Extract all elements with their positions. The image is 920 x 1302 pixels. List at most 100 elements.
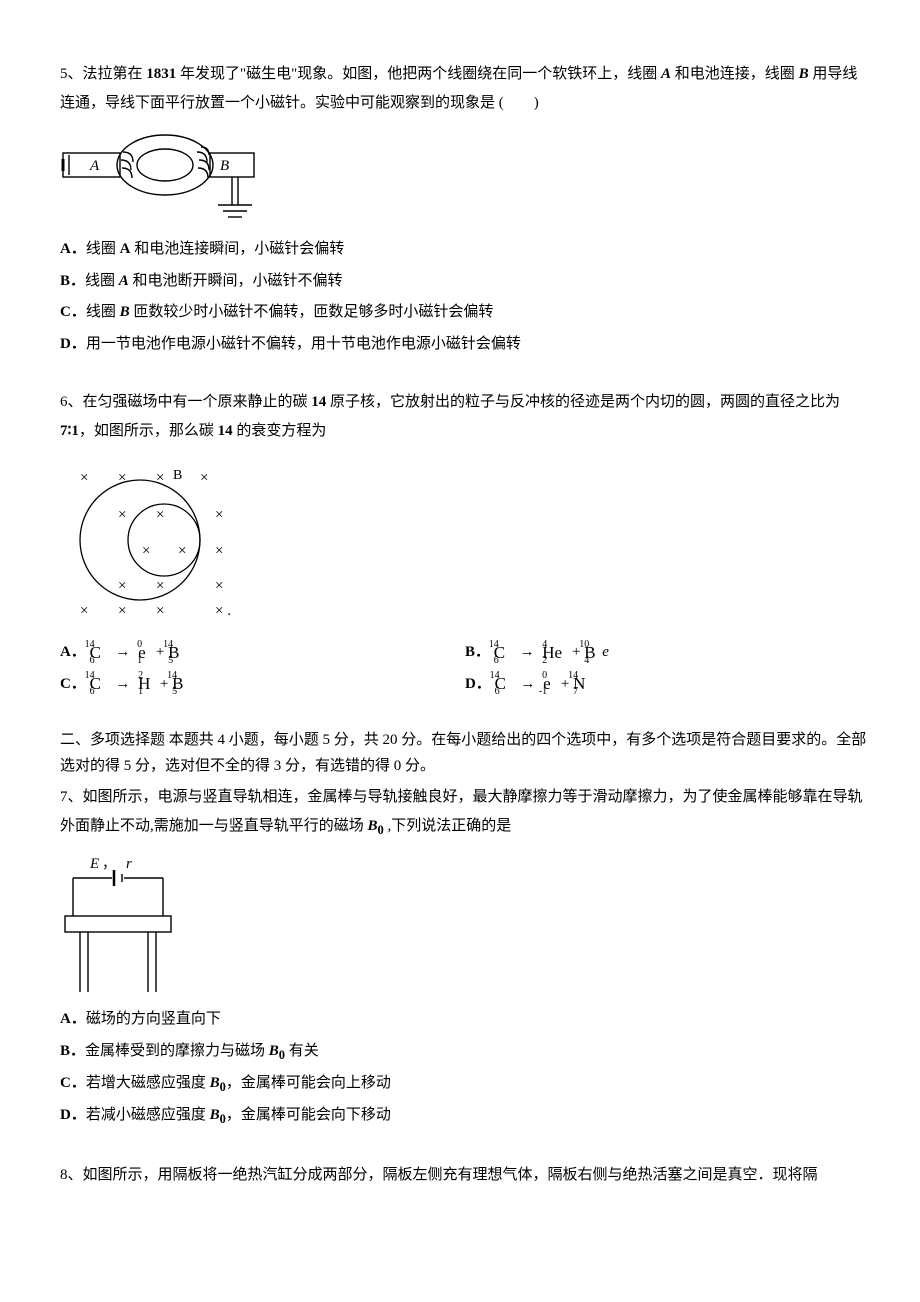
q5-number: 5、 xyxy=(60,66,83,82)
q5-option-A: A．线圈 A 和电池连接瞬间，小磁针会偏转 xyxy=(60,234,870,266)
q7D-t2: ，金属棒可能会向下移动 xyxy=(226,1107,391,1123)
q6-c14a: 14 xyxy=(311,394,326,410)
q5-D-prefix: D． xyxy=(60,336,86,352)
q6-option-C: C． 14 6 C → 2 1 H + 14 5 B xyxy=(60,669,465,701)
svg-text:×: × xyxy=(178,543,186,559)
svg-text:×: × xyxy=(80,470,88,486)
q6B-lhs: 14 6 C xyxy=(494,640,512,666)
svg-text:×: × xyxy=(118,603,126,619)
q6-stem-c: ，如图所示，那么碳 xyxy=(79,423,218,439)
svg-text:×: × xyxy=(118,578,126,594)
q5-option-C: C．线圈 B 匝数较少时小磁针不偏转，匝数足够多时小磁针会偏转 xyxy=(60,297,870,329)
q5-B-prefix: B． xyxy=(60,273,85,289)
q7C-B: B xyxy=(210,1075,220,1091)
svg-text:×: × xyxy=(118,507,126,523)
q6D-p2: 14 7 N xyxy=(573,671,591,697)
q5-figB-label: B xyxy=(220,158,229,174)
q6-figB-label: B xyxy=(173,468,182,483)
q7B-t1: 金属棒受到的摩擦力与磁场 xyxy=(85,1043,269,1059)
q7-B0a: B xyxy=(368,818,378,834)
rail-circuit-icon: E ， r xyxy=(60,852,200,992)
svg-text:× .: × . xyxy=(215,603,231,619)
question-7: 7、如图所示，电源与竖直导轨相连，金属棒与导轨接触良好，最大静摩擦力等于滑动摩擦… xyxy=(60,783,870,1133)
svg-text:×: × xyxy=(215,507,223,523)
svg-text:×: × xyxy=(156,507,164,523)
q5-C-t2: 匝数较少时小磁针不偏转，匝数足够多时小磁针会偏转 xyxy=(130,304,494,320)
question-8: 8、如图所示，用隔板将一绝热汽缸分成两部分，隔板左侧充有理想气体，隔板右侧与绝热… xyxy=(60,1161,870,1190)
q6A-p1: 0 1 e xyxy=(138,640,152,666)
q7C-t1: 若增大磁感应强度 xyxy=(86,1075,210,1091)
q5-A-t1: 线圈 xyxy=(86,241,120,257)
q7D-B: B xyxy=(210,1107,220,1123)
q6D-p1: 0 -1 e xyxy=(543,671,557,697)
q7-figure: E ， r xyxy=(60,852,870,992)
q6-stem: 6、在匀强磁场中有一个原来静止的碳 14 原子核，它放射出的粒子与反冲核的径迹是… xyxy=(60,388,870,445)
q7-stem: 7、如图所示，电源与竖直导轨相连，金属棒与导轨接触良好，最大静摩擦力等于滑动摩擦… xyxy=(60,783,870,842)
q5-C-t1: 线圈 xyxy=(86,304,120,320)
q6-row-AB: A． 14 6 C → 0 1 e + 14 5 B B． 14 6 xyxy=(60,637,870,669)
q5-B-t2: 和电池断开瞬间，小磁针不偏转 xyxy=(129,273,343,289)
svg-text:×: × xyxy=(200,470,208,486)
question-6: 6、在匀强磁场中有一个原来静止的碳 14 原子核，它放射出的粒子与反冲核的径迹是… xyxy=(60,388,870,700)
svg-text:×: × xyxy=(118,470,126,486)
q7D-t1: 若减小磁感应强度 xyxy=(86,1107,210,1123)
q6C-lhs: 14 6 C xyxy=(90,671,108,697)
q7-figComma: ， xyxy=(102,857,116,872)
q7D-prefix: D． xyxy=(60,1107,86,1123)
q6C-prefix: C． xyxy=(60,676,86,692)
q5-D-text: 用一节电池作电源小磁针不偏转，用十节电池作电源小磁针会偏转 xyxy=(86,336,521,352)
q5-stem-b: 年发现了"磁生电"现象。如图，他把两个线圈绕在同一个软铁环上，线圈 xyxy=(176,66,661,82)
q5-option-D: D．用一节电池作电源小磁针不偏转，用十节电池作电源小磁针会偏转 xyxy=(60,329,870,361)
q5-option-B: B．线圈 A 和电池断开瞬间，小磁针不偏转 xyxy=(60,266,870,298)
q5-year: 1831 xyxy=(146,66,176,82)
svg-text:×: × xyxy=(215,543,223,559)
q5-A-t2: 和电池连接瞬间，小磁针会偏转 xyxy=(130,241,344,257)
q7-option-A: A．磁场的方向竖直向下 xyxy=(60,1004,870,1036)
q6D-lhs: 14 6 C xyxy=(495,671,513,697)
q7A-text: 磁场的方向竖直向下 xyxy=(86,1011,221,1027)
q7-number: 7、 xyxy=(60,789,83,805)
q8-text: 如图所示，用隔板将一绝热汽缸分成两部分，隔板左侧充有理想气体，隔板右侧与绝热活塞… xyxy=(83,1167,818,1183)
q6A-prefix: A． xyxy=(60,644,86,660)
svg-text:×: × xyxy=(156,603,164,619)
q6B-p1: 4 2 He xyxy=(542,640,568,666)
q6-option-A: A． 14 6 C → 0 1 e + 14 5 B xyxy=(60,637,465,669)
q5-B-t1: 线圈 xyxy=(85,273,119,289)
svg-text:×: × xyxy=(156,470,164,486)
q5-figA-label: A xyxy=(89,158,100,174)
q6D-prefix: D． xyxy=(465,676,491,692)
q6-stem-a: 在匀强磁场中有一个原来静止的碳 xyxy=(83,394,312,410)
q6-option-B: B． 14 6 C → 4 2 He + 10 4 B e xyxy=(465,637,870,669)
q6C-p2: 14 5 B xyxy=(172,671,190,697)
section2-notes: 二、多项选择题 本题共 4 小题，每小题 5 分，共 20 分。在每小题给出的四… xyxy=(60,728,870,779)
q7-option-B: B．金属棒受到的摩擦力与磁场 B0 有关 xyxy=(60,1036,870,1068)
q5-A-lbl: A xyxy=(120,241,131,257)
q5-coilB: B xyxy=(799,66,809,82)
q6-option-D: D． 14 6 C → 0 -1 e + 14 7 N xyxy=(465,669,870,701)
q5-coilA: A xyxy=(661,66,671,82)
q5-C-lbl: B xyxy=(120,304,130,320)
q6A-p2: 14 5 B xyxy=(168,640,186,666)
q7-option-C: C．若增大磁感应强度 B0，金属棒可能会向上移动 xyxy=(60,1068,870,1100)
q7B-t2: 有关 xyxy=(285,1043,319,1059)
svg-text:×: × xyxy=(215,578,223,594)
q5-stem-a: 法拉第在 xyxy=(83,66,147,82)
svg-text:×: × xyxy=(156,578,164,594)
q5-B-lbl: A xyxy=(119,273,129,289)
q7-figE: E xyxy=(89,856,99,872)
q7-stem-b: ,下列说法正确的是 xyxy=(384,818,512,834)
q6B-suffix: e xyxy=(602,644,609,660)
q7B-prefix: B． xyxy=(60,1043,85,1059)
q7B-B: B xyxy=(269,1043,279,1059)
q5-A-prefix: A． xyxy=(60,241,86,257)
q6-stem-d: 的衰变方程为 xyxy=(233,423,327,439)
q6-stem-b: 原子核，它放射出的粒子与反冲核的径迹是两个内切的圆，两圆的直径之比为 xyxy=(326,394,840,410)
q6A-lhs: 14 6 C xyxy=(90,640,108,666)
q6-ratio: 7∶1 xyxy=(60,423,79,439)
q5-stem-c: 和电池连接，线圈 xyxy=(671,66,799,82)
decay-circles-icon: ×××× ××× ××× ××× ×××× . B xyxy=(60,455,240,625)
svg-text:×: × xyxy=(142,543,150,559)
q5-stem: 5、法拉第在 1831 年发现了"磁生电"现象。如图，他把两个线圈绕在同一个软铁… xyxy=(60,60,870,117)
question-5: 5、法拉第在 1831 年发现了"磁生电"现象。如图，他把两个线圈绕在同一个软铁… xyxy=(60,60,870,360)
q7-figr: r xyxy=(126,856,132,872)
